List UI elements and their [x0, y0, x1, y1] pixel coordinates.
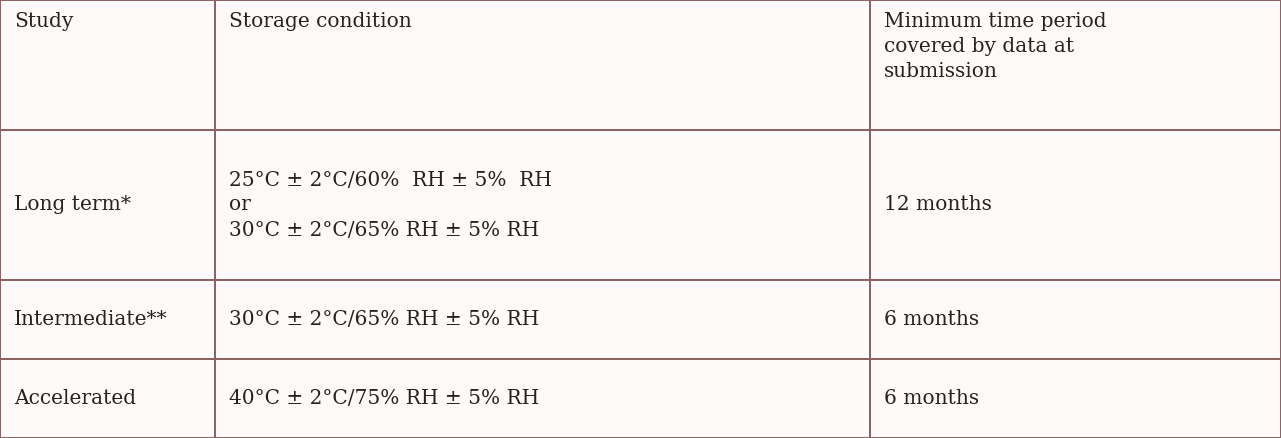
Bar — [870, 130, 1281, 280]
Bar — [0, 0, 215, 130]
Text: 40°C ± 2°C/75% RH ± 5% RH: 40°C ± 2°C/75% RH ± 5% RH — [229, 389, 539, 408]
Bar — [215, 0, 870, 130]
Bar — [215, 359, 870, 438]
Bar — [215, 130, 870, 280]
Text: 6 months: 6 months — [884, 310, 979, 329]
Text: 25°C ± 2°C/60%  RH ± 5%  RH
or
30°C ± 2°C/65% RH ± 5% RH: 25°C ± 2°C/60% RH ± 5% RH or 30°C ± 2°C/… — [229, 170, 552, 240]
Text: Minimum time period
covered by data at
submission: Minimum time period covered by data at s… — [884, 12, 1107, 81]
Text: 6 months: 6 months — [884, 389, 979, 408]
Text: Storage condition: Storage condition — [229, 12, 411, 31]
Bar — [0, 280, 215, 359]
Text: 30°C ± 2°C/65% RH ± 5% RH: 30°C ± 2°C/65% RH ± 5% RH — [229, 310, 539, 329]
Bar — [0, 359, 215, 438]
Text: Study: Study — [14, 12, 73, 31]
Bar — [0, 130, 215, 280]
Bar — [870, 280, 1281, 359]
Text: 12 months: 12 months — [884, 195, 991, 215]
Bar — [870, 359, 1281, 438]
Text: Intermediate**: Intermediate** — [14, 310, 168, 329]
Text: Accelerated: Accelerated — [14, 389, 136, 408]
Text: Long term*: Long term* — [14, 195, 131, 215]
Bar — [215, 280, 870, 359]
Bar — [870, 0, 1281, 130]
